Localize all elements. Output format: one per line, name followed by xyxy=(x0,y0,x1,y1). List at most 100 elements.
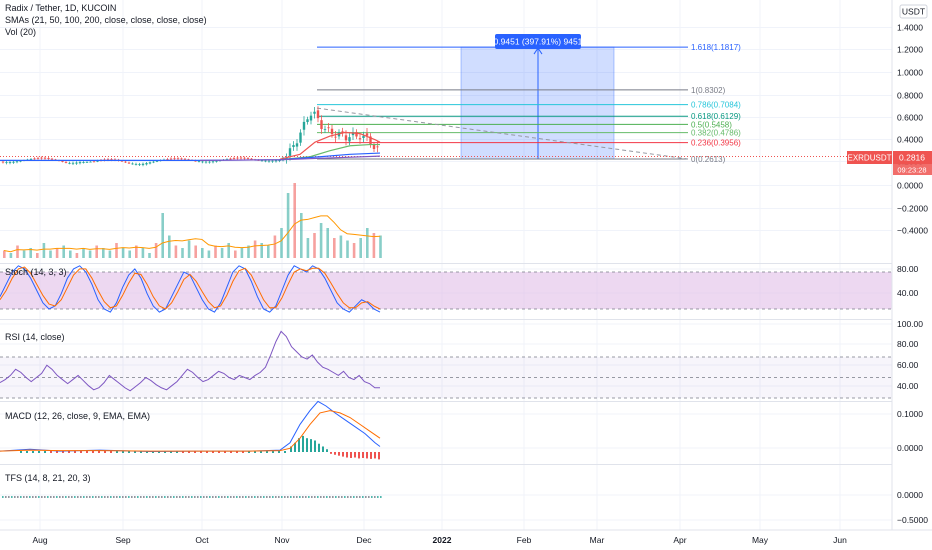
candle-body[interactable] xyxy=(155,160,159,162)
candle-body[interactable] xyxy=(355,131,358,137)
sma-line[interactable] xyxy=(279,143,380,161)
candle-body[interactable] xyxy=(260,160,264,162)
tfs-legend[interactable]: TFS (14, 8, 21, 20, 3) xyxy=(5,473,91,483)
time-label-mar[interactable]: Mar xyxy=(590,535,605,545)
macd-legend[interactable]: MACD (12, 26, close, 9, EMA, EMA) xyxy=(5,411,150,421)
time-label-jun[interactable]: Jun xyxy=(833,535,847,545)
time-label-nov[interactable]: Nov xyxy=(274,535,290,545)
stoch-legend[interactable]: Stoch (14, 3, 3) xyxy=(5,267,67,277)
candle-body[interactable] xyxy=(33,158,36,160)
sma-line[interactable] xyxy=(279,131,381,160)
candle-body[interactable] xyxy=(19,160,22,162)
rsi-line[interactable] xyxy=(0,330,380,392)
candle-body[interactable] xyxy=(113,159,117,161)
candle-body[interactable] xyxy=(148,162,152,164)
candle-body[interactable] xyxy=(229,158,232,160)
candle-body[interactable] xyxy=(369,136,372,145)
candle-body[interactable] xyxy=(47,158,50,160)
candle-body[interactable] xyxy=(313,111,316,114)
candle-body[interactable] xyxy=(166,159,169,160)
candle-body[interactable] xyxy=(194,160,197,162)
candle-body[interactable] xyxy=(134,163,138,165)
candle-body[interactable] xyxy=(173,158,176,160)
candle-body[interactable] xyxy=(239,157,243,159)
candle-body[interactable] xyxy=(152,161,155,163)
candle-body[interactable] xyxy=(40,157,43,159)
candle-body[interactable] xyxy=(267,160,271,162)
candle-body[interactable] xyxy=(250,158,253,160)
candle-body[interactable] xyxy=(180,158,183,160)
candle-body[interactable] xyxy=(187,159,190,161)
candle-body[interactable] xyxy=(92,161,96,163)
candle-body[interactable] xyxy=(288,148,292,156)
time-label-2022[interactable]: 2022 xyxy=(433,535,452,545)
last-price-tag[interactable]: EXRDUSDT 0.2816 09:23:28 xyxy=(847,151,932,175)
candle-body[interactable] xyxy=(43,157,47,159)
candle-body[interactable] xyxy=(68,162,71,164)
candle-body[interactable] xyxy=(8,162,12,163)
candle-body[interactable] xyxy=(236,157,239,159)
candle-body[interactable] xyxy=(131,163,134,165)
candle-body[interactable] xyxy=(271,160,274,162)
candle-body[interactable] xyxy=(141,163,145,165)
measure-label-box[interactable]: 0.9451 (397.91%) 9451 xyxy=(494,34,583,49)
candle-body[interactable] xyxy=(106,159,110,161)
candle-body[interactable] xyxy=(110,159,113,160)
candle-body[interactable] xyxy=(362,135,365,139)
candle-body[interactable] xyxy=(348,137,351,142)
candle-body[interactable] xyxy=(75,162,78,164)
time-label-apr[interactable]: Apr xyxy=(673,535,686,545)
candle-body[interactable] xyxy=(78,162,82,164)
rsi-legend[interactable]: RSI (14, close) xyxy=(5,332,65,342)
stoch-d-line[interactable] xyxy=(0,266,381,310)
candle-body[interactable] xyxy=(138,164,141,166)
candle-body[interactable] xyxy=(225,159,229,160)
candle-body[interactable] xyxy=(127,162,131,164)
time-label-aug[interactable]: Aug xyxy=(32,535,47,545)
candle-body[interactable] xyxy=(15,161,19,163)
candle-body[interactable] xyxy=(302,121,306,130)
candle-body[interactable] xyxy=(61,161,64,162)
candle-body[interactable] xyxy=(183,158,187,160)
candle-body[interactable] xyxy=(344,135,348,141)
candle-body[interactable] xyxy=(299,132,302,143)
candle-body[interactable] xyxy=(197,161,201,162)
candle-body[interactable] xyxy=(85,161,89,163)
candle-body[interactable] xyxy=(351,132,355,136)
candle-body[interactable] xyxy=(96,160,99,162)
macd-signal-line[interactable] xyxy=(0,410,381,452)
candle-body[interactable] xyxy=(12,161,15,163)
candle-body[interactable] xyxy=(5,162,8,164)
candle-body[interactable] xyxy=(292,145,295,148)
candle-body[interactable] xyxy=(372,144,376,150)
candle-body[interactable] xyxy=(71,162,75,164)
time-label-feb[interactable]: Feb xyxy=(517,535,532,545)
candle-body[interactable] xyxy=(295,143,299,147)
candle-body[interactable] xyxy=(82,162,85,163)
candle-body[interactable] xyxy=(36,157,40,159)
candle-body[interactable] xyxy=(365,133,369,136)
candle-body[interactable] xyxy=(320,120,323,130)
candle-body[interactable] xyxy=(211,161,215,163)
time-label-sep[interactable]: Sep xyxy=(115,535,130,545)
candle-body[interactable] xyxy=(64,162,68,163)
sma-line[interactable] xyxy=(199,155,381,161)
candle-body[interactable] xyxy=(274,160,278,162)
currency-badge[interactable]: USDT xyxy=(899,4,928,19)
candle-body[interactable] xyxy=(376,146,379,148)
candle-body[interactable] xyxy=(201,161,204,163)
time-axis[interactable]: Aug Sep Oct Nov Dec 2022 Feb Mar Apr May Jun xyxy=(32,535,847,545)
time-label-dec[interactable]: Dec xyxy=(356,535,372,545)
candle-body[interactable] xyxy=(246,158,250,159)
candle-body[interactable] xyxy=(89,161,92,163)
candle-body[interactable] xyxy=(264,160,267,162)
candle-body[interactable] xyxy=(309,115,313,121)
currency-label[interactable]: USDT xyxy=(902,7,925,17)
volume-bars[interactable] xyxy=(3,183,382,258)
candle-body[interactable] xyxy=(232,157,236,159)
candle-body[interactable] xyxy=(334,136,337,138)
candle-body[interactable] xyxy=(120,160,124,162)
candle-body[interactable] xyxy=(1,161,5,163)
candle-body[interactable] xyxy=(215,160,218,162)
candle-body[interactable] xyxy=(50,158,54,160)
